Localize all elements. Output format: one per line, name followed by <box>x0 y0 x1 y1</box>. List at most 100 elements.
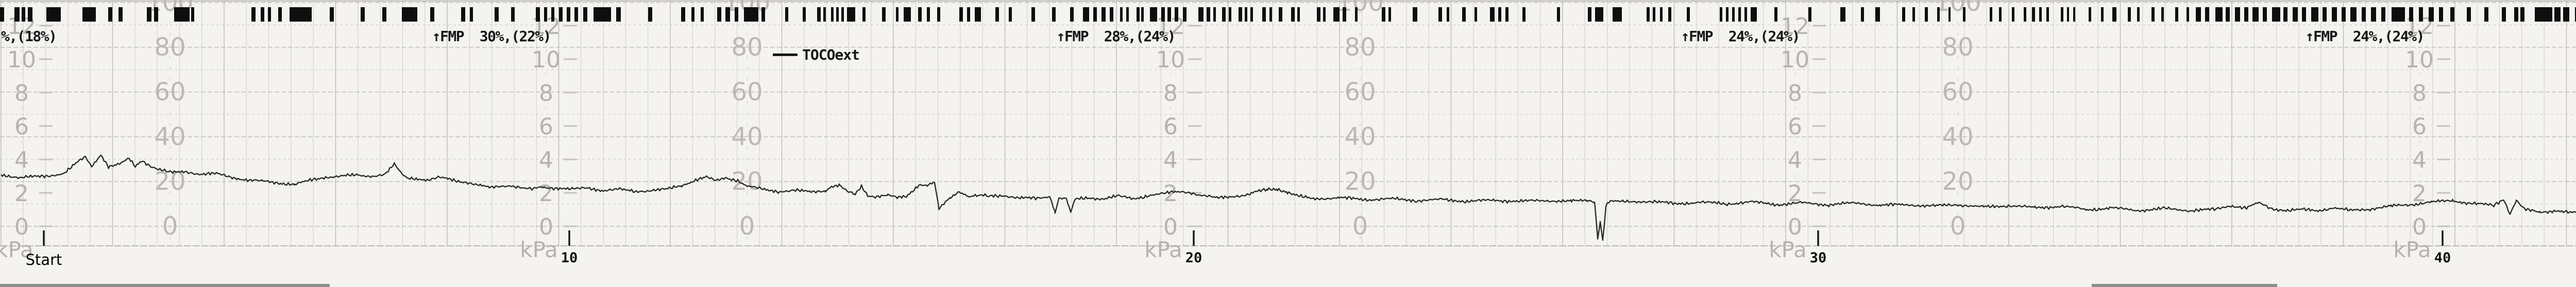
movement-mark <box>1999 7 2002 22</box>
movement-mark <box>594 7 611 22</box>
kpa-scale-label: 0 <box>1163 214 1178 240</box>
kpa-scale-label: 8 <box>1163 80 1178 106</box>
movement-mark <box>2502 7 2506 22</box>
movement-mark <box>1222 7 1226 22</box>
movement-mark <box>511 7 515 22</box>
movement-mark <box>1137 7 1140 22</box>
movement-mark <box>1126 7 1129 22</box>
movement-mark <box>2362 7 2366 22</box>
movement-mark <box>2283 7 2287 22</box>
movement-mark <box>1229 7 1231 22</box>
legend-label: TOCOext <box>802 46 860 63</box>
movement-mark <box>551 7 554 22</box>
kpa-unit-label: kPa <box>0 237 33 262</box>
movement-mark <box>22 7 25 22</box>
pct-scale-label: 40 <box>1344 122 1376 151</box>
movement-mark <box>2332 7 2337 22</box>
movement-mark <box>1751 7 1757 22</box>
movement-mark <box>1732 7 1735 22</box>
movement-mark <box>2419 7 2423 22</box>
movement-mark <box>1937 7 1940 22</box>
pct-scale-label: 60 <box>731 78 762 106</box>
movement-mark <box>2012 7 2014 22</box>
pct-scale-label: 0 <box>1352 212 1368 241</box>
movement-mark <box>836 7 839 22</box>
movement-mark <box>817 7 821 22</box>
movement-mark <box>14 7 20 22</box>
movement-mark <box>2371 7 2376 22</box>
movement-mark <box>1083 7 1089 22</box>
movement-mark <box>841 7 844 22</box>
movement-mark <box>785 7 788 22</box>
movement-mark <box>1557 7 1560 22</box>
movement-mark <box>544 7 547 22</box>
movement-mark <box>261 7 264 22</box>
kpa-scale-label: 2 <box>14 181 29 207</box>
pct-scale-label: 40 <box>731 122 762 151</box>
pct-scale-label: 80 <box>1942 33 1973 62</box>
movement-mark <box>1317 7 1320 22</box>
movement-mark <box>461 7 465 22</box>
movement-mark <box>1475 7 1477 22</box>
movement-mark <box>308 7 312 22</box>
movement-mark <box>1110 7 1113 22</box>
movement-mark <box>2392 7 2405 22</box>
movement-mark <box>278 7 282 22</box>
movement-mark <box>330 7 334 22</box>
movement-mark <box>2235 7 2240 22</box>
kpa-unit-label: kPa <box>1144 237 1182 262</box>
movement-mark <box>616 7 621 22</box>
movement-mark <box>2514 7 2518 22</box>
movement-mark <box>847 7 855 22</box>
kpa-scale-label: 6 <box>1163 114 1178 140</box>
movement-mark <box>1647 7 1650 22</box>
movement-mark <box>1588 7 1591 22</box>
movement-mark <box>2205 7 2209 22</box>
movement-mark <box>2032 7 2035 22</box>
movement-mark <box>882 7 886 22</box>
movement-marks-strip <box>0 7 2576 22</box>
movement-mark <box>108 7 112 22</box>
movement-mark <box>2137 7 2140 22</box>
movement-mark <box>1161 7 1165 22</box>
kpa-unit-label: kPa <box>520 237 558 262</box>
movement-mark <box>574 7 578 22</box>
movement-mark <box>1175 7 1178 22</box>
movement-mark <box>904 7 911 22</box>
kpa-unit-label: kPa <box>2393 237 2431 262</box>
kpa-scale-label: 2 <box>2412 181 2427 207</box>
movement-mark <box>2244 7 2248 22</box>
movement-mark <box>174 7 190 22</box>
kpa-scale-label: 6 <box>539 114 553 140</box>
movement-mark <box>1213 7 1216 22</box>
movement-mark <box>2112 7 2116 22</box>
kpa-scale-label: 8 <box>14 80 29 106</box>
kpa-scale-label: 10 <box>532 47 561 73</box>
movement-mark <box>1262 7 1266 22</box>
movement-mark <box>967 7 970 22</box>
kpa-scale-label: 2 <box>539 181 553 207</box>
kpa-scale-label: 6 <box>1788 114 1802 140</box>
movement-mark <box>681 7 685 22</box>
movement-mark <box>2187 7 2189 22</box>
pct-scale-label: 60 <box>154 78 185 106</box>
pct-scale-label: 60 <box>1942 78 1973 106</box>
movement-mark <box>2381 7 2385 22</box>
movement-mark <box>862 7 866 22</box>
pct-scale-label: 0 <box>162 212 178 241</box>
scan-artifact <box>0 284 330 287</box>
movement-mark <box>2151 7 2155 22</box>
time-tick-label: 30 <box>1809 250 1827 266</box>
movement-mark <box>1726 7 1728 22</box>
movement-mark <box>1239 7 1242 22</box>
movement-mark <box>1744 7 1747 22</box>
movement-mark <box>735 7 738 22</box>
movement-mark <box>2293 7 2298 22</box>
legend-line-swatch <box>773 53 798 56</box>
movement-mark <box>1183 7 1187 22</box>
movement-mark <box>2535 7 2552 22</box>
movement-mark <box>1141 7 1144 22</box>
movement-mark <box>2128 7 2131 22</box>
kpa-scale-label: 0 <box>1788 214 1802 240</box>
